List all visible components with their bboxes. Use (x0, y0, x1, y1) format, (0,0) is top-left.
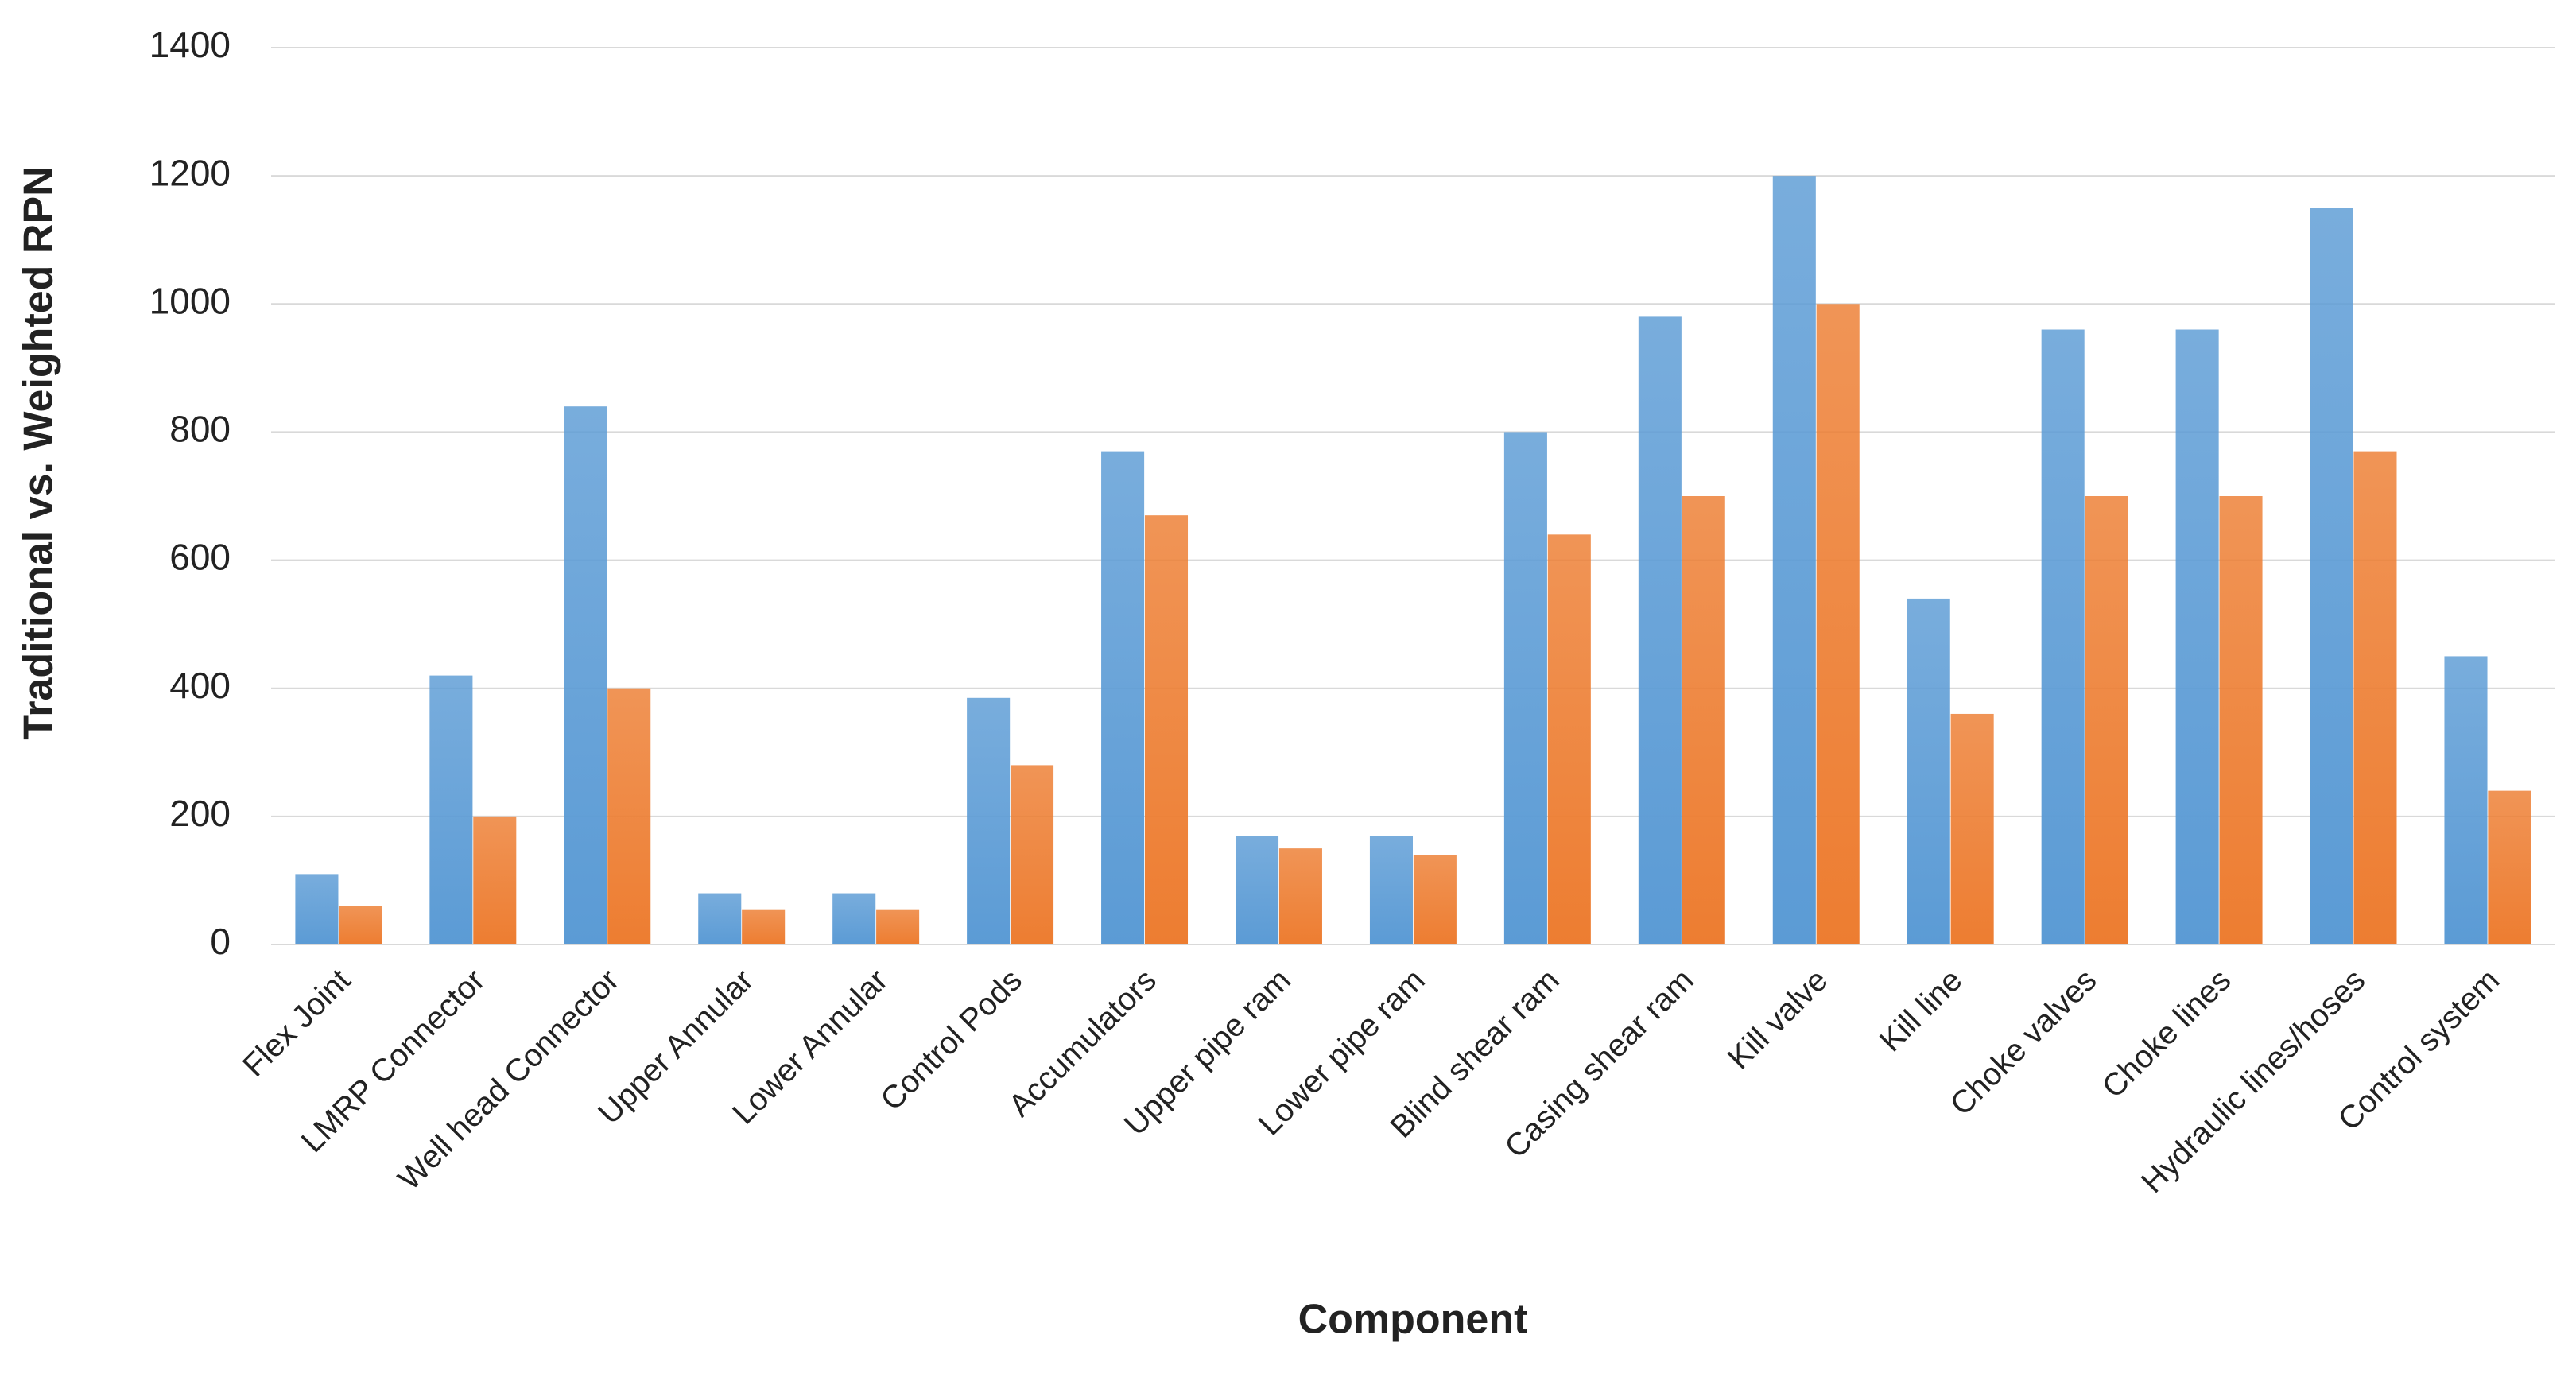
bar (1235, 836, 1279, 945)
x-tick-label: Flex Joint (236, 963, 357, 1084)
bar (1816, 304, 1860, 945)
bar (2041, 329, 2085, 945)
bar (473, 816, 517, 945)
x-tick-label: Control Pods (874, 963, 1029, 1118)
bar (1503, 432, 1547, 945)
bar (876, 909, 920, 945)
bar (607, 688, 651, 945)
y-tick-label: 0 (210, 921, 231, 962)
x-axis-title: Component (1298, 1297, 1528, 1343)
bar (1144, 515, 1189, 945)
bar (2085, 496, 2128, 945)
bar (967, 697, 1011, 945)
bar (564, 406, 607, 945)
y-tick-label: 1200 (149, 152, 231, 193)
x-tick-label: Kill valve (1721, 963, 1835, 1076)
bar (2444, 656, 2488, 945)
bar (2219, 496, 2263, 945)
bar (1638, 316, 1682, 945)
bar (1011, 765, 1054, 945)
bar (429, 675, 473, 945)
bar (1950, 713, 1994, 945)
bar (1682, 496, 1725, 945)
bar (1369, 836, 1413, 945)
bar (1772, 176, 1816, 945)
bar (1413, 855, 1457, 945)
bar (339, 906, 382, 945)
y-tick-label: 1000 (149, 280, 231, 321)
x-tick-label: Kill line (1873, 963, 1969, 1059)
bar (698, 893, 742, 945)
bar (2175, 329, 2219, 945)
bar (1278, 848, 1322, 945)
y-tick-label: 1400 (149, 24, 231, 65)
bar (295, 874, 339, 945)
bar (1101, 451, 1145, 945)
y-tick-label: 400 (169, 665, 231, 706)
x-tick-label: Hydraulic lines/hoses (2135, 963, 2372, 1200)
bar (2488, 790, 2531, 945)
y-tick-label: 200 (169, 793, 231, 834)
x-tick-label: Well head Connector (391, 963, 626, 1197)
bar (1547, 534, 1591, 945)
bar (2353, 451, 2397, 945)
bar (1907, 598, 1950, 945)
bar (832, 893, 876, 945)
bar (742, 909, 786, 945)
y-tick-label: 600 (169, 537, 231, 578)
x-tick-label: Choke lines (2096, 963, 2238, 1105)
y-axis-title: Traditional vs. Weighted RPN (16, 166, 62, 739)
y-tick-label: 800 (169, 409, 231, 450)
bar (2310, 208, 2353, 945)
